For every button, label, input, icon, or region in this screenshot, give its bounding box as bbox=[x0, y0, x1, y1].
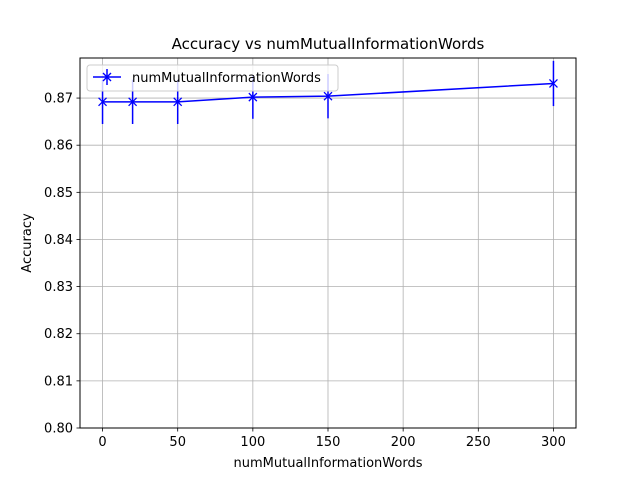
legend-entry: numMutualInformationWords bbox=[132, 71, 321, 86]
legend-line-sample bbox=[93, 69, 121, 85]
legend: numMutualInformationWords bbox=[86, 64, 339, 92]
y-axis-ticks: 0.80 0.81 0.82 0.83 0.84 0.85 0.86 0.87 bbox=[44, 92, 80, 437]
x-axis-ticks: 0 50 100 150 200 250 300 bbox=[98, 428, 566, 450]
y-axis-label: Accuracy bbox=[20, 213, 35, 273]
x-tick-label: 50 bbox=[169, 435, 186, 450]
y-tick-label: 0.85 bbox=[44, 186, 73, 201]
x-axis-label: numMutualInformationWords bbox=[234, 456, 423, 471]
x-tick-label: 150 bbox=[316, 435, 341, 450]
marker-stroke bbox=[323, 91, 333, 101]
y-tick-label: 0.81 bbox=[44, 374, 73, 389]
y-tick-label: 0.87 bbox=[44, 92, 73, 107]
legend-marker bbox=[102, 72, 112, 82]
marker-stroke bbox=[248, 92, 258, 102]
marker-stroke bbox=[173, 97, 183, 107]
y-tick-label: 0.80 bbox=[44, 422, 73, 437]
data-point bbox=[173, 97, 183, 107]
y-tick-label: 0.83 bbox=[44, 280, 73, 295]
x-tick-label: 0 bbox=[98, 435, 106, 450]
data-point bbox=[548, 78, 558, 88]
x-tick-label: 100 bbox=[240, 435, 265, 450]
series-line bbox=[102, 82, 554, 103]
series-layer bbox=[102, 82, 554, 103]
grid-lines bbox=[80, 58, 576, 429]
y-tick-label: 0.84 bbox=[44, 233, 73, 248]
data-point bbox=[98, 97, 108, 107]
x-tick-label: 250 bbox=[466, 435, 491, 450]
legend-box bbox=[86, 64, 339, 92]
data-point bbox=[323, 91, 333, 101]
chart-title: Accuracy vs numMutualInformationWords bbox=[172, 35, 485, 53]
marker-stroke bbox=[98, 97, 108, 107]
x-tick-label: 200 bbox=[391, 435, 416, 450]
y-tick-label: 0.86 bbox=[44, 139, 73, 154]
data-point bbox=[248, 92, 258, 102]
marker-stroke bbox=[548, 78, 558, 88]
marker-stroke bbox=[128, 97, 138, 107]
data-markers bbox=[98, 78, 558, 107]
x-tick-label: 300 bbox=[541, 435, 566, 450]
y-tick-label: 0.82 bbox=[44, 327, 73, 342]
data-point bbox=[128, 97, 138, 107]
